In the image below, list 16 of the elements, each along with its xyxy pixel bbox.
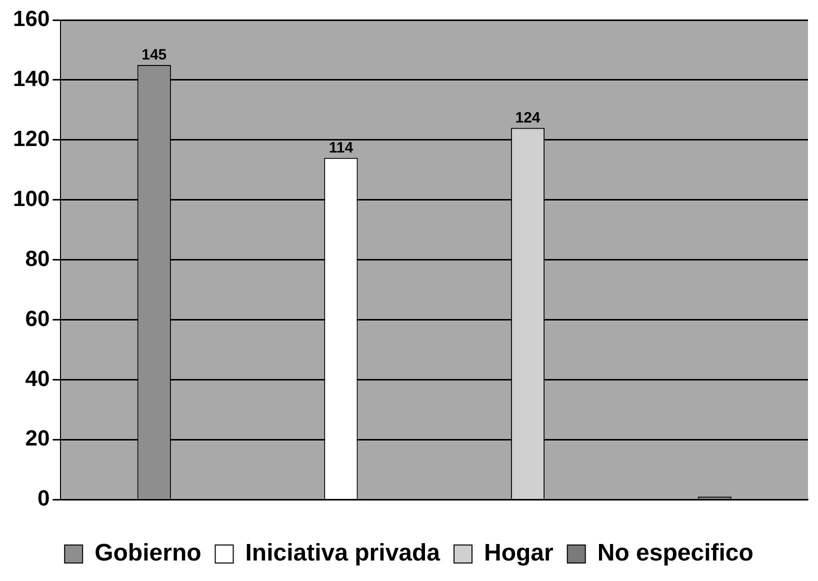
y-tick-label: 120	[12, 126, 50, 151]
legend-label: Gobierno	[94, 540, 202, 567]
y-tick-label: 100	[12, 186, 50, 211]
data-label: 114	[328, 140, 354, 157]
y-tick-label: 20	[25, 426, 50, 451]
y-tick-label: 60	[25, 306, 50, 331]
y-tick-label: 160	[12, 6, 50, 32]
y-tick-label: 40	[25, 366, 50, 391]
y-tick-label: 0	[37, 486, 50, 511]
data-label: 124	[515, 110, 541, 127]
data-label: 145	[142, 46, 167, 64]
legend-label: Hogar	[484, 540, 554, 567]
legend-label: No especifico	[597, 540, 754, 567]
legend-label: Iniciativa privada	[245, 540, 441, 567]
y-tick-label: 80	[25, 246, 50, 271]
y-tick-label: 140	[12, 66, 50, 92]
